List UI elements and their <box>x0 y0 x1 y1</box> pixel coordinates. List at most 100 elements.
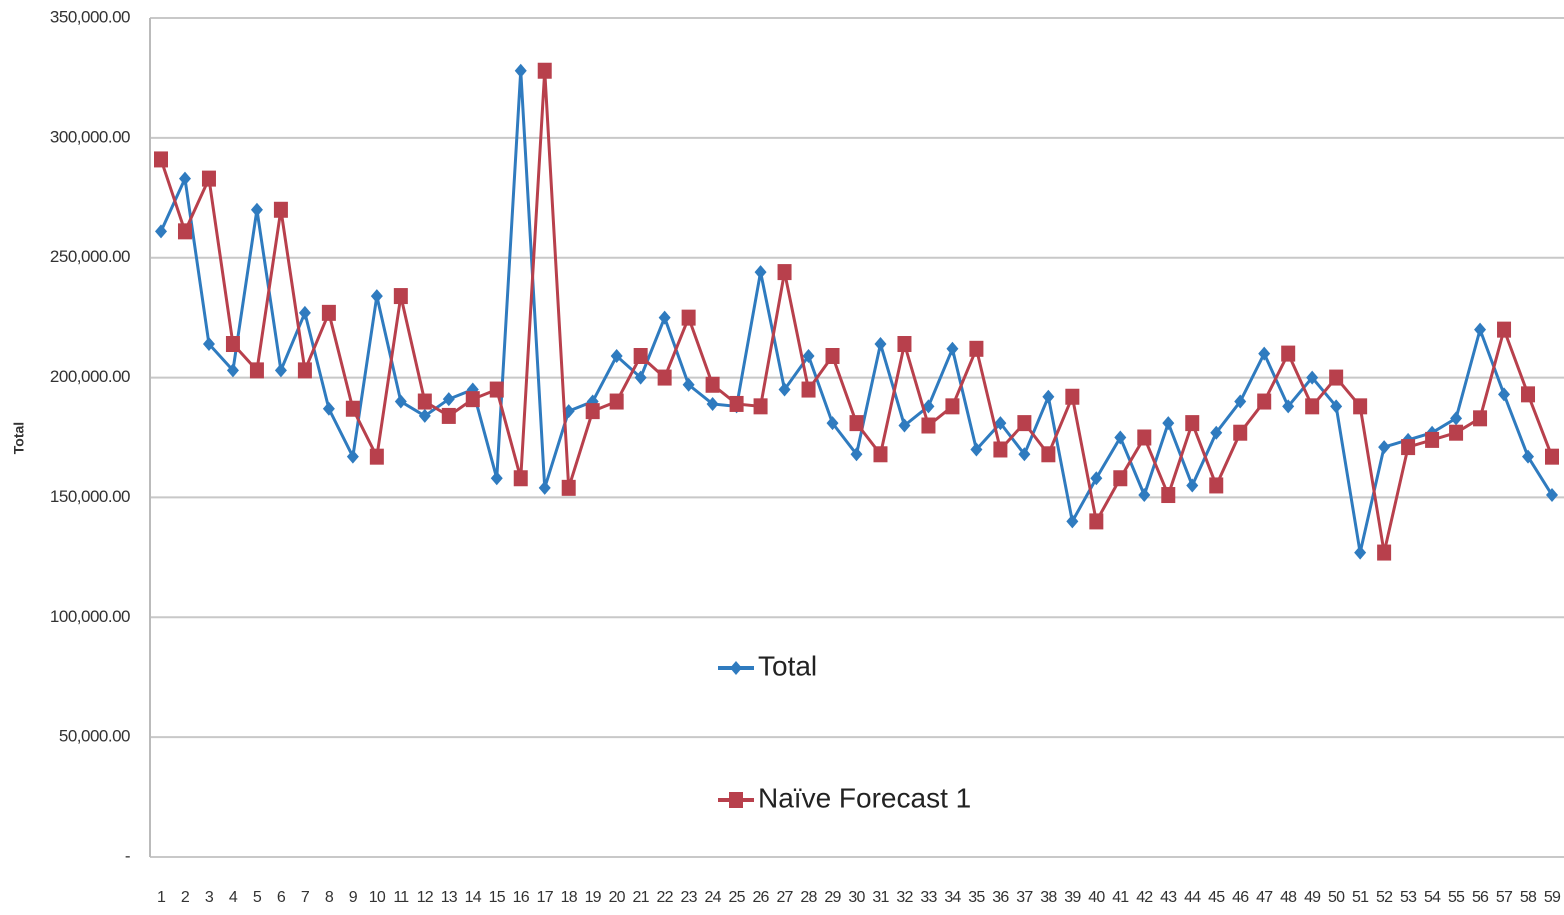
data-point <box>873 446 888 463</box>
x-tick-label: 25 <box>728 889 745 906</box>
data-point <box>465 391 480 408</box>
data-point <box>1377 544 1392 561</box>
x-tick-label: 10 <box>369 889 386 906</box>
data-point <box>801 381 816 398</box>
data-point <box>609 393 624 410</box>
x-tick-label: 52 <box>1376 889 1393 906</box>
data-point <box>922 399 935 414</box>
data-point <box>1114 430 1127 445</box>
x-tick-label: 1 <box>157 889 166 906</box>
data-point <box>1474 322 1487 337</box>
data-point <box>1401 439 1416 456</box>
data-point <box>442 392 455 407</box>
data-point <box>1449 424 1464 441</box>
data-point <box>489 381 504 398</box>
x-tick-label: 43 <box>1160 889 1177 906</box>
x-tick-label: 21 <box>633 889 650 906</box>
y-tick-label: 100,000.00 <box>50 607 130 626</box>
x-tick-label: 13 <box>441 889 458 906</box>
x-tick-label: 22 <box>657 889 674 906</box>
x-tick-label: 14 <box>465 889 482 906</box>
x-tick-label: 39 <box>1064 889 1081 906</box>
data-point <box>658 310 671 325</box>
x-tick-label: 20 <box>609 889 626 906</box>
data-point <box>273 201 288 218</box>
data-point <box>514 63 527 78</box>
data-point <box>921 417 936 434</box>
data-point <box>850 447 863 462</box>
x-tick-label: 47 <box>1256 889 1273 906</box>
data-point <box>513 470 528 487</box>
legend-label: Naïve Forecast 1 <box>758 782 971 813</box>
x-tick-label: 8 <box>325 889 334 906</box>
data-point <box>970 442 983 457</box>
x-tick-label: 32 <box>896 889 913 906</box>
data-point <box>1065 388 1080 405</box>
data-point <box>1066 514 1079 529</box>
data-point <box>585 403 600 420</box>
data-point <box>945 398 960 415</box>
data-point <box>322 401 335 416</box>
data-point <box>202 337 215 352</box>
data-point <box>225 336 240 353</box>
data-point <box>177 223 192 240</box>
data-point <box>1137 429 1152 446</box>
data-point <box>1498 387 1511 402</box>
y-tick-label: 350,000.00 <box>50 7 130 26</box>
data-point <box>370 289 383 304</box>
data-point <box>1257 393 1272 410</box>
x-tick-label: 33 <box>920 889 937 906</box>
data-point <box>369 448 384 465</box>
data-point <box>826 416 839 431</box>
y-tick-label: 250,000.00 <box>50 247 130 266</box>
data-point <box>250 202 263 217</box>
x-tick-label: 50 <box>1328 889 1345 906</box>
data-point <box>754 265 767 280</box>
x-tick-label: 51 <box>1352 889 1369 906</box>
x-tick-label: 30 <box>848 889 865 906</box>
y-axis-label: Total <box>11 422 27 454</box>
data-point <box>201 170 216 187</box>
x-tick-label: 17 <box>537 889 554 906</box>
data-point <box>802 348 815 363</box>
y-tick-label: 300,000.00 <box>50 127 130 146</box>
data-point <box>441 407 456 424</box>
data-point <box>994 416 1007 431</box>
data-point <box>1138 488 1151 503</box>
data-point <box>946 341 959 356</box>
data-point <box>705 376 720 393</box>
data-point <box>393 288 408 305</box>
data-point <box>538 480 551 495</box>
data-point <box>825 347 840 364</box>
data-point <box>226 363 239 378</box>
x-tick-label: 19 <box>585 889 602 906</box>
data-point <box>1210 425 1223 440</box>
data-point <box>1089 513 1104 530</box>
data-point <box>490 471 503 486</box>
x-tick-label: 56 <box>1472 889 1489 906</box>
data-point <box>1161 487 1176 504</box>
data-point <box>729 395 744 412</box>
data-point <box>1425 431 1440 448</box>
data-point <box>537 62 552 79</box>
data-point <box>297 362 312 379</box>
data-point <box>1329 369 1344 386</box>
x-tick-label: 2 <box>181 889 190 906</box>
x-tick-label: 44 <box>1184 889 1201 906</box>
data-point <box>849 415 864 432</box>
data-point <box>155 224 167 239</box>
x-tick-label: 24 <box>705 889 722 906</box>
x-tick-label: 53 <box>1400 889 1417 906</box>
x-tick-label: 38 <box>1040 889 1057 906</box>
data-point <box>417 393 432 410</box>
data-point <box>1353 398 1368 415</box>
data-point <box>634 370 647 385</box>
x-tick-label: 9 <box>349 889 358 906</box>
data-point <box>1354 545 1367 560</box>
legend-marker <box>729 792 743 808</box>
x-tick-label: 16 <box>513 889 530 906</box>
data-point <box>874 337 887 352</box>
data-point <box>178 171 191 186</box>
data-point <box>1234 394 1247 409</box>
data-point <box>394 394 407 409</box>
